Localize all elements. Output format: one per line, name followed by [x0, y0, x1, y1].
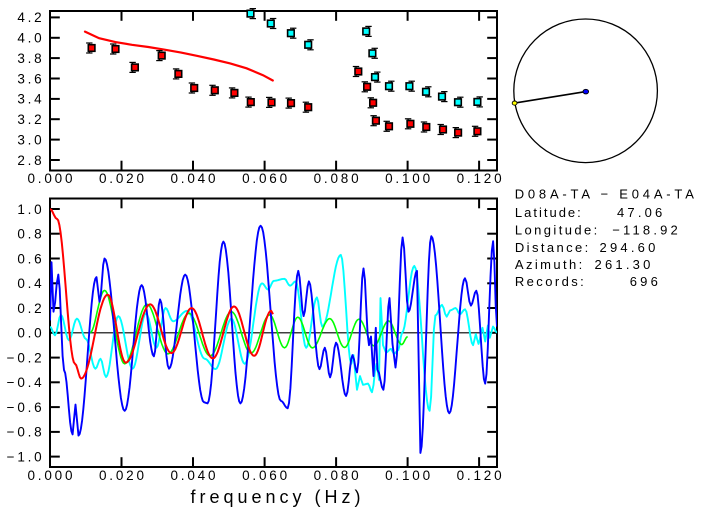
svg-text:2.8: 2.8 — [17, 153, 44, 168]
svg-text:−0.2: −0.2 — [7, 350, 45, 365]
svg-text:−1.0: −1.0 — [7, 449, 45, 464]
svg-text:0.060: 0.060 — [242, 171, 290, 186]
svg-text:0.100: 0.100 — [385, 171, 433, 186]
svg-text:0.080: 0.080 — [314, 171, 362, 186]
svg-text:0.6: 0.6 — [17, 251, 44, 266]
svg-text:0.8: 0.8 — [17, 227, 44, 242]
svg-text:frequency (Hz): frequency (Hz) — [190, 487, 364, 507]
svg-text:−0.4: −0.4 — [7, 375, 45, 390]
svg-text:Distance:: Distance: — [515, 240, 591, 255]
svg-text:3.8: 3.8 — [17, 51, 44, 66]
svg-text:47.06: 47.06 — [617, 205, 666, 220]
svg-text:3.2: 3.2 — [17, 112, 44, 127]
svg-text:4.2: 4.2 — [17, 10, 44, 25]
svg-text:1.0: 1.0 — [17, 202, 44, 217]
svg-text:0.0: 0.0 — [17, 326, 44, 341]
svg-text:3.0: 3.0 — [17, 132, 44, 147]
svg-text:0.2: 0.2 — [17, 301, 44, 316]
svg-text:0.060: 0.060 — [242, 468, 290, 483]
svg-text:−0.8: −0.8 — [7, 425, 45, 440]
svg-text:0.020: 0.020 — [99, 468, 147, 483]
svg-text:4.0: 4.0 — [17, 31, 44, 46]
svg-text:Latitude:: Latitude: — [515, 205, 583, 220]
svg-text:Longitude:: Longitude: — [515, 222, 600, 237]
svg-text:D08A-TA − E04A-TA: D08A-TA − E04A-TA — [515, 187, 698, 202]
svg-text:−0.6: −0.6 — [7, 400, 45, 415]
svg-text:0.100: 0.100 — [385, 468, 433, 483]
svg-text:261.30: 261.30 — [595, 257, 654, 272]
svg-text:0.120: 0.120 — [457, 468, 505, 483]
svg-text:696: 696 — [630, 274, 661, 289]
svg-text:−118.92: −118.92 — [612, 222, 681, 237]
svg-text:Azimuth:: Azimuth: — [515, 257, 585, 272]
svg-text:0.040: 0.040 — [171, 468, 219, 483]
svg-text:0.4: 0.4 — [17, 276, 44, 291]
svg-text:3.4: 3.4 — [17, 92, 44, 107]
svg-text:3.6: 3.6 — [17, 71, 44, 86]
svg-text:Records:: Records: — [515, 274, 586, 289]
svg-text:0.080: 0.080 — [314, 468, 362, 483]
svg-text:294.60: 294.60 — [600, 240, 659, 255]
svg-text:0.000: 0.000 — [28, 171, 76, 186]
svg-text:0.040: 0.040 — [171, 171, 219, 186]
svg-text:0.000: 0.000 — [28, 468, 76, 483]
svg-text:0.120: 0.120 — [457, 171, 505, 186]
svg-text:0.020: 0.020 — [99, 171, 147, 186]
